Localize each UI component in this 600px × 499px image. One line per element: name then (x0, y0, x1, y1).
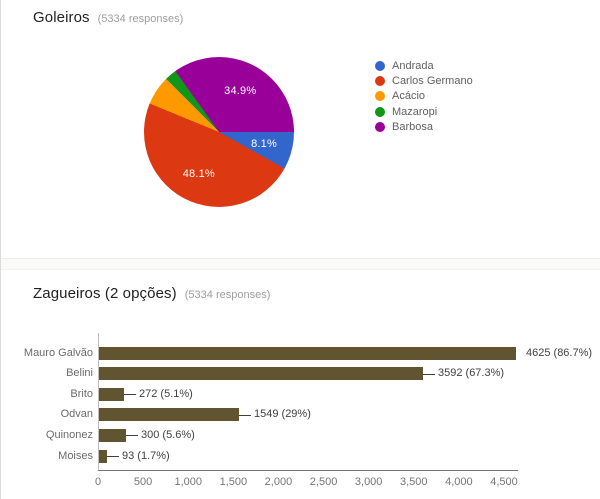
legend-item: Carlos Germano (375, 73, 473, 88)
bar (99, 449, 107, 463)
bar-label-connector (126, 435, 138, 437)
pie-chart (144, 57, 294, 207)
bar-category-label: Mauro Galvão (23, 346, 93, 359)
question-title: Zagueiros (2 opções) (33, 285, 177, 302)
bar (99, 408, 239, 422)
bar-category-label: Moises (58, 449, 93, 462)
pie-chart-area: Andrada Carlos Germano Acácio Mazaropi Barbo… (1, 0, 600, 258)
response-count: (5334 responses) (184, 289, 271, 301)
x-axis-tick-label: 4,000 (445, 476, 473, 488)
bar (99, 387, 124, 401)
x-axis-tick-label: 4,500 (490, 476, 518, 488)
question-card-goleiros: Goleiros (5334 responses) Andrada Carlos … (1, 0, 600, 258)
bar-label-connector (107, 456, 119, 457)
legend-color-dot (375, 121, 385, 132)
x-axis-tick-label: 2,500 (309, 476, 338, 488)
question-title-row: Goleiros (5334 responses) (33, 9, 183, 26)
legend-color-dot (375, 60, 385, 71)
bar-category-label: Belini (66, 367, 93, 380)
bar-value-label: 3592 (67.3%) (438, 367, 505, 380)
response-count: (5334 responses) (97, 13, 184, 25)
x-axis-line (98, 470, 518, 471)
bar (99, 346, 516, 360)
card-divider (1, 258, 600, 270)
bar-category-label: Brito (70, 387, 93, 400)
bar-chart: Mauro Galvão 4625 (86.7%) Belini 3592 (67.3… (1, 333, 600, 493)
question-title-row: Zagueiros (2 opções) (5334 responses) (33, 285, 270, 302)
y-axis-line (98, 333, 99, 470)
bar (99, 428, 126, 442)
bar-label-connector (423, 373, 435, 375)
x-axis-tick-label: 1,000 (174, 476, 202, 488)
legend-item: Barbosa (375, 119, 473, 134)
bar-value-label: 93 (1.7%) (122, 449, 170, 462)
x-axis-tick-label: 3,500 (400, 476, 428, 488)
x-axis-tick-label: 500 (133, 476, 153, 488)
bar-value-label: 1549 (29%) (254, 408, 311, 421)
legend-label: Mazaropi (392, 105, 438, 118)
pie-legend: Andrada Carlos Germano Acácio Mazaropi Barbo… (375, 58, 473, 134)
legend-item: Mazaropi (375, 104, 473, 119)
pie-slice-label: 8.1% (251, 137, 277, 150)
legend-label: Andrada (392, 59, 434, 72)
bar-category-label: Quinonez (45, 428, 93, 441)
bar-value-label: 300 (5.6%) (141, 428, 195, 441)
bar-category-label: Odvan (60, 408, 93, 421)
legend-label: Barbosa (392, 120, 433, 133)
x-axis-tick-label: 3,000 (354, 476, 383, 488)
legend-color-dot (375, 106, 385, 117)
bar-value-label: 4625 (86.7%) (526, 346, 593, 359)
bar-label-connector (239, 414, 251, 416)
pie-slice-label: 34.9% (224, 84, 257, 97)
legend-label: Acácio (392, 90, 426, 103)
bar (99, 367, 423, 381)
legend-item: Andrada (375, 58, 473, 73)
pie-slice-label: 48.1% (182, 167, 215, 180)
bar-value-label: 272 (5.1%) (139, 387, 193, 400)
x-axis-tick-label: 0 (94, 476, 102, 488)
legend-color-dot (375, 75, 385, 86)
question-card-zagueiros: Zagueiros (2 opções) (5334 responses) Ma… (1, 270, 600, 499)
x-axis-tick-label: 1,500 (219, 476, 248, 488)
legend-color-dot (375, 91, 385, 102)
legend-label: Carlos Germano (392, 74, 473, 87)
x-axis-tick-label: 2,000 (264, 476, 293, 488)
bar-label-connector (124, 394, 136, 396)
legend-item: Acácio (375, 89, 473, 104)
question-title: Goleiros (33, 9, 90, 26)
